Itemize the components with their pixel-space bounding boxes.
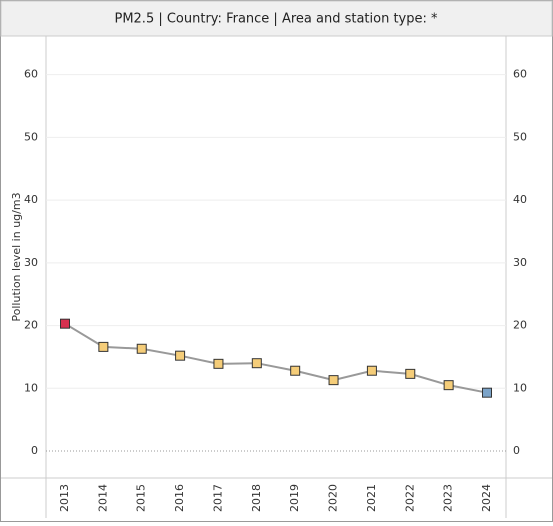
x-tick-label: 2022 [403, 484, 416, 512]
point-marker [251, 358, 262, 369]
x-tick-label: 2016 [173, 484, 186, 512]
point-marker [328, 375, 339, 386]
title-bar [0, 0, 553, 37]
point-marker [213, 358, 224, 369]
y2-tick-label: 10 [513, 381, 527, 394]
y2-tick-label: 50 [513, 130, 527, 143]
x-tick-label: 2021 [365, 484, 378, 512]
point-marker [366, 365, 377, 376]
point-marker [443, 380, 454, 391]
x-tick-label: 2023 [442, 484, 455, 512]
y2-tick-label: 60 [513, 68, 527, 81]
point-marker [405, 368, 416, 379]
point-marker [482, 387, 492, 398]
y-tick-label: 60 [24, 68, 38, 81]
y-tick-label: 30 [24, 256, 38, 269]
y2-tick-label: 20 [513, 319, 527, 332]
y-tick-label: 20 [24, 319, 38, 332]
y-axis-label: Pollution level in ug/m3 [10, 192, 23, 321]
x-tick-label: 2013 [58, 484, 71, 512]
y2-tick-label: 30 [513, 256, 527, 269]
y2-tick-label: 0 [513, 444, 520, 457]
y-tick-label: 0 [31, 444, 38, 457]
x-tick-label: 2019 [288, 484, 301, 512]
x-tick-label: 2018 [250, 484, 263, 512]
x-tick-label: 2024 [480, 484, 493, 512]
x-tick-label: 2014 [96, 484, 109, 512]
series-line [64, 322, 488, 394]
point-marker [175, 350, 186, 361]
y-tick-label: 50 [24, 130, 38, 143]
y2-tick-label: 40 [513, 193, 527, 206]
x-tick-label: 2015 [135, 484, 148, 512]
point-marker [136, 343, 147, 354]
x-tick-label: 2020 [327, 484, 340, 512]
chart-title: PM2.5 | Country: France | Area and stati… [114, 12, 438, 27]
x-tick-label: 2017 [211, 484, 224, 512]
point-marker [98, 341, 109, 352]
y-tick-label: 40 [24, 193, 38, 206]
y-tick-label: 10 [24, 381, 38, 394]
point-marker [290, 365, 301, 376]
point-marker [60, 318, 70, 329]
